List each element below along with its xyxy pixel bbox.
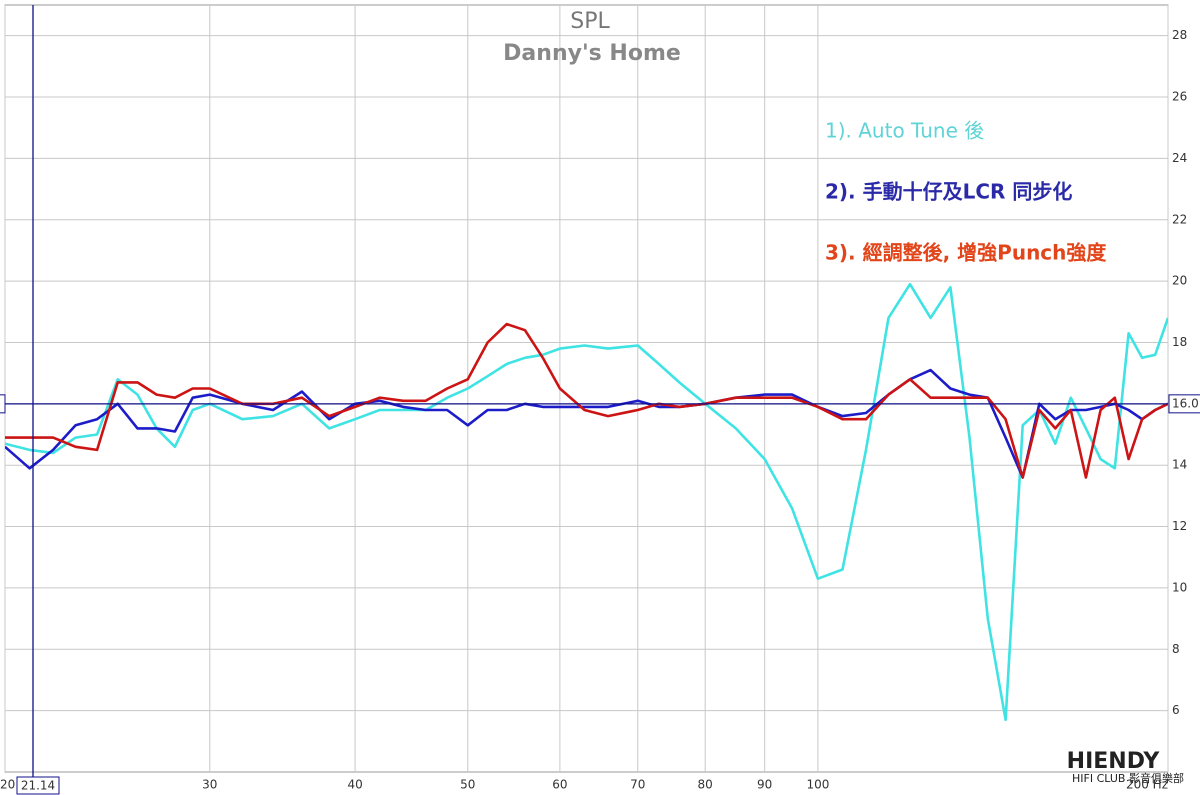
- x-tick-label: 100: [806, 778, 829, 792]
- cursor-y-label: 16.0: [1172, 396, 1199, 410]
- x-tick-label: 90: [757, 778, 772, 792]
- cursor-x-box: [16, 776, 60, 795]
- x-tick-label: 60: [552, 778, 567, 792]
- chart-title: SPL: [570, 9, 610, 34]
- y-tick-label: 12: [1172, 519, 1187, 533]
- x-tick-label: 50: [460, 778, 475, 792]
- cursor-left-box: [0, 394, 6, 414]
- legend-label: 3). 經調整後, 增強Punch強度: [825, 241, 1107, 265]
- watermark-tagline: HIFI CLUB 影音俱樂部: [1072, 771, 1184, 785]
- y-tick-label: 24: [1172, 151, 1187, 165]
- cursor-x-label: 21.14: [21, 779, 55, 793]
- chart-subtitle: Danny's Home: [503, 41, 681, 66]
- watermark-brand: HIENDY: [1067, 749, 1161, 774]
- x-tick-label: 30: [202, 778, 217, 792]
- y-tick-label: 20: [1172, 274, 1187, 288]
- series-line: [5, 322, 1168, 479]
- legend-label: 1). Auto Tune 後: [825, 119, 984, 143]
- y-tick-label: 26: [1172, 90, 1187, 104]
- x-tick-label: 80: [698, 778, 713, 792]
- legend-label: 2). 手動十仔及LCR 同步化: [825, 180, 1072, 204]
- y-tick-label: 10: [1172, 580, 1187, 594]
- x-tick-label: 40: [347, 778, 362, 792]
- y-tick-label: 6: [1172, 703, 1180, 717]
- y-tick-label: 14: [1172, 458, 1187, 472]
- x-tick-label: 20: [0, 778, 15, 792]
- x-tick-label: 70: [630, 778, 645, 792]
- y-tick-label: 22: [1172, 212, 1187, 226]
- y-tick-label: 28: [1172, 28, 1187, 42]
- x-tick-label: 200 Hz: [1126, 778, 1168, 792]
- y-tick-label: 18: [1172, 335, 1187, 349]
- cursor-y-box: [1168, 394, 1200, 414]
- y-tick-label: 8: [1172, 642, 1180, 656]
